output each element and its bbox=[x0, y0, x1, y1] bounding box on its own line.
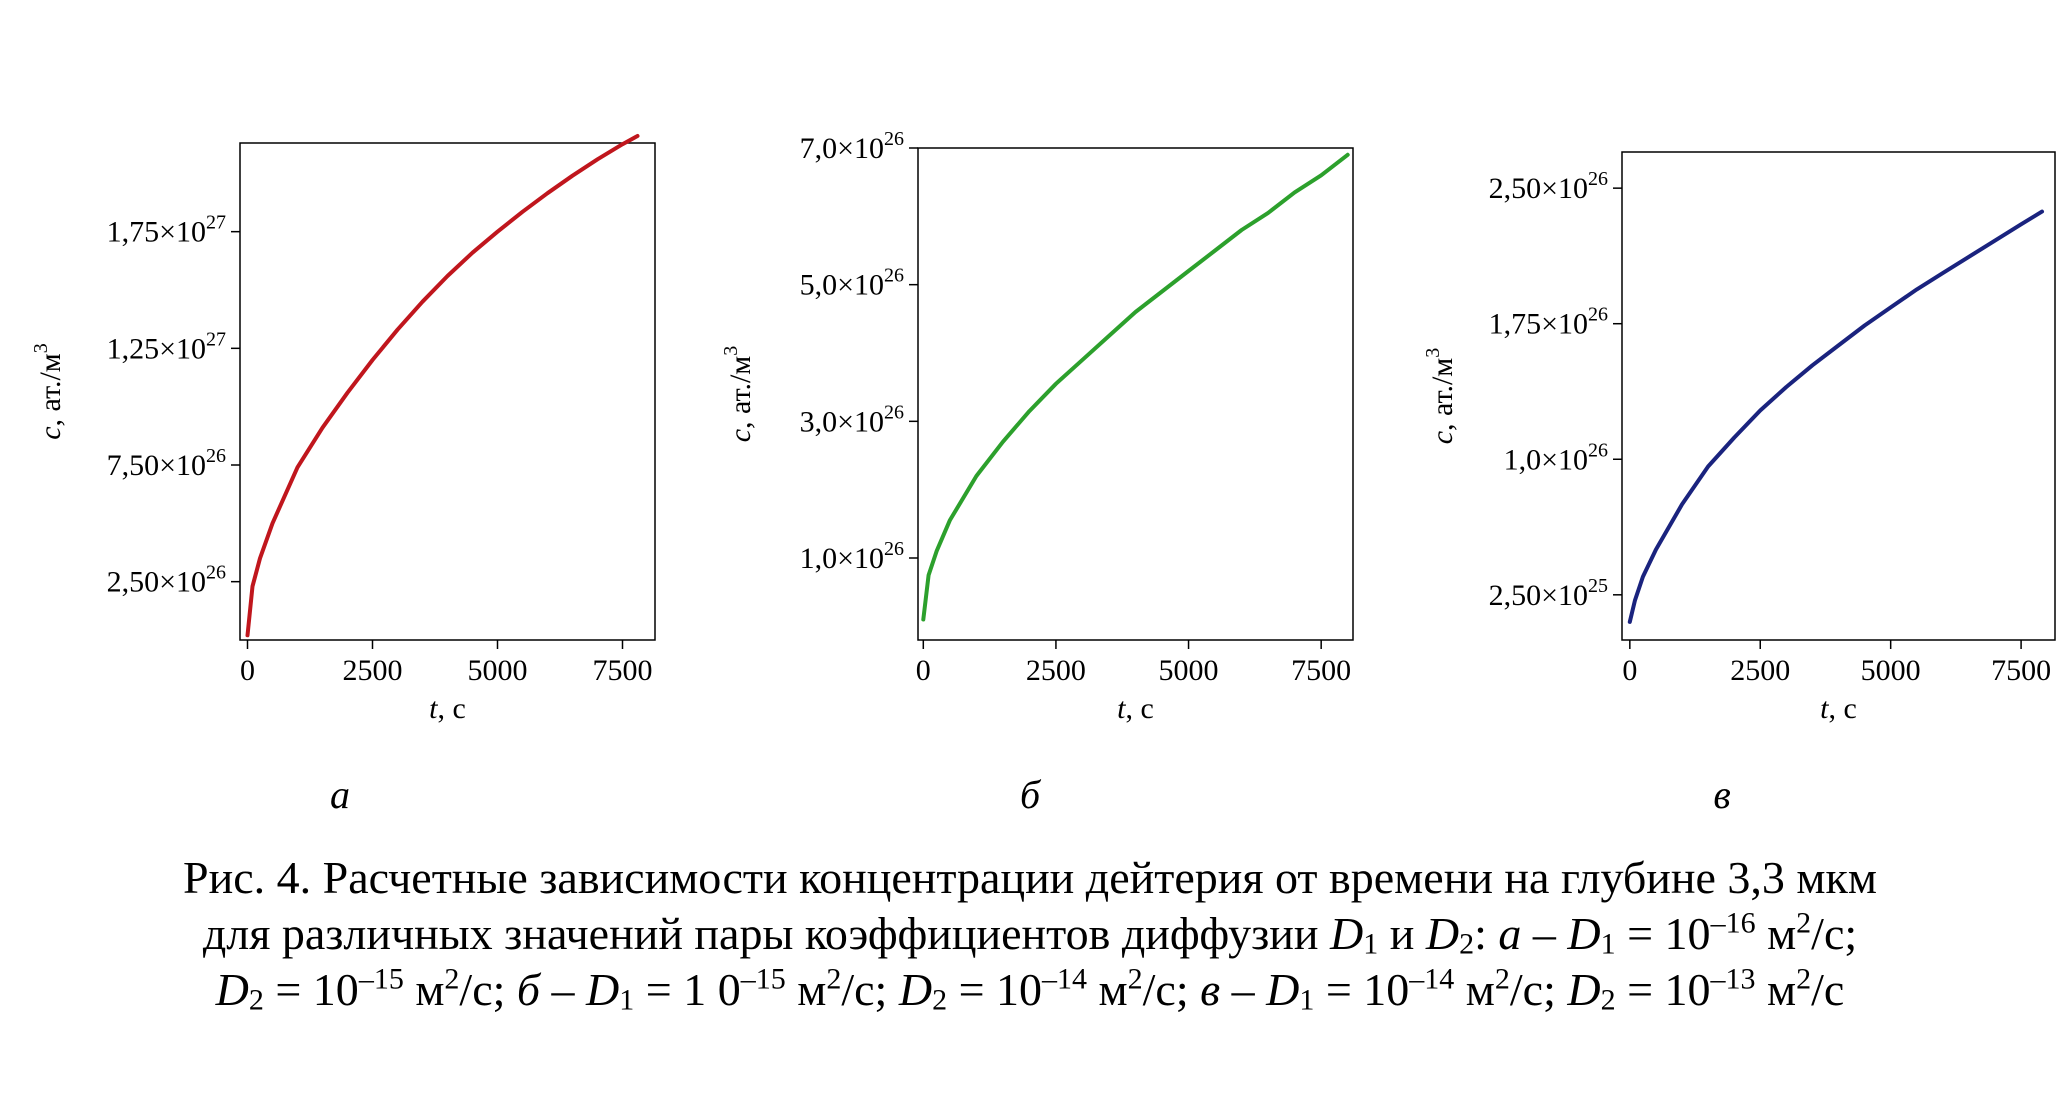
y-tick-label: 1,0×1026 bbox=[1504, 439, 1608, 476]
y-tick-label: 3,0×1026 bbox=[800, 401, 904, 438]
x-tick-label: 5000 bbox=[468, 654, 528, 687]
panel-label: а bbox=[330, 772, 350, 817]
y-axis-label: c, ат./м3 bbox=[30, 343, 67, 440]
x-tick-label: 5000 bbox=[1159, 654, 1219, 687]
plot-frame bbox=[1621, 151, 2056, 641]
panel-label: в bbox=[1713, 772, 1730, 817]
y-tick-label: 2,50×1026 bbox=[107, 562, 226, 599]
data-line bbox=[245, 134, 640, 638]
y-axis-label: c, ат./м3 bbox=[720, 346, 757, 443]
caption-line-3: D2 = 10–15 м2/с; б – D1 = 1 0–15 м2/с; D… bbox=[215, 962, 1845, 1017]
caption-line-1: Рис. 4. Расчетные зависимости концентрац… bbox=[183, 852, 1877, 903]
x-tick-label: 5000 bbox=[1861, 654, 1921, 687]
x-axis-label: t, с bbox=[429, 692, 466, 725]
y-tick-label: 1,75×1027 bbox=[107, 212, 226, 249]
y-tick-label: 1,75×1026 bbox=[1489, 304, 1608, 341]
y-tick-label: 1,0×1026 bbox=[800, 538, 904, 575]
y-tick-label: 5,0×1026 bbox=[800, 265, 904, 302]
y-tick-label: 2,50×1026 bbox=[1489, 168, 1608, 205]
x-tick-label: 2500 bbox=[343, 654, 403, 687]
x-axis-label: t, с bbox=[1820, 692, 1857, 725]
data-line bbox=[921, 152, 1350, 622]
caption-line-2: для различных значений пары коэффициенто… bbox=[202, 906, 1858, 961]
y-tick-label: 7,50×1026 bbox=[107, 445, 226, 482]
y-axis-label: c, ат./м3 bbox=[1422, 348, 1459, 445]
plot-frame bbox=[917, 147, 1354, 641]
y-tick-label: 7,0×1026 bbox=[800, 128, 904, 165]
chart-panel: 0 2500 5000 7500 2,50×1025 1,0×1026 1,75×1026 2… bbox=[1422, 151, 2056, 817]
x-tick-label: 0 bbox=[1622, 654, 1637, 687]
figure-caption: Рис. 4. Расчетные зависимости концентрац… bbox=[0, 850, 2060, 1018]
x-tick-label: 0 bbox=[240, 654, 255, 687]
x-tick-label: 7500 bbox=[593, 654, 653, 687]
panel-label: б bbox=[1020, 772, 1042, 817]
x-tick-label: 7500 bbox=[1991, 654, 2051, 687]
chart-panel: 0 2500 5000 7500 2,50×1026 7,50×1026 1,25×1027… bbox=[30, 134, 656, 817]
x-tick-label: 7500 bbox=[1291, 654, 1351, 687]
chart-panel: 0 2500 5000 7500 1,0×1026 3,0×1026 5,0×1026 7,0… bbox=[720, 128, 1354, 817]
y-tick-label: 1,25×1027 bbox=[107, 328, 226, 365]
x-tick-label: 2500 bbox=[1026, 654, 1086, 687]
plot-frame bbox=[239, 142, 656, 641]
figure: 0 2500 5000 7500 2,50×1026 7,50×1026 1,25×1027… bbox=[30, 128, 2056, 817]
y-tick-label: 2,50×1025 bbox=[1489, 575, 1608, 612]
x-tick-label: 2500 bbox=[1730, 654, 1790, 687]
x-axis-label: t, с bbox=[1117, 692, 1154, 725]
data-line bbox=[1627, 209, 2044, 624]
x-tick-label: 0 bbox=[916, 654, 931, 687]
